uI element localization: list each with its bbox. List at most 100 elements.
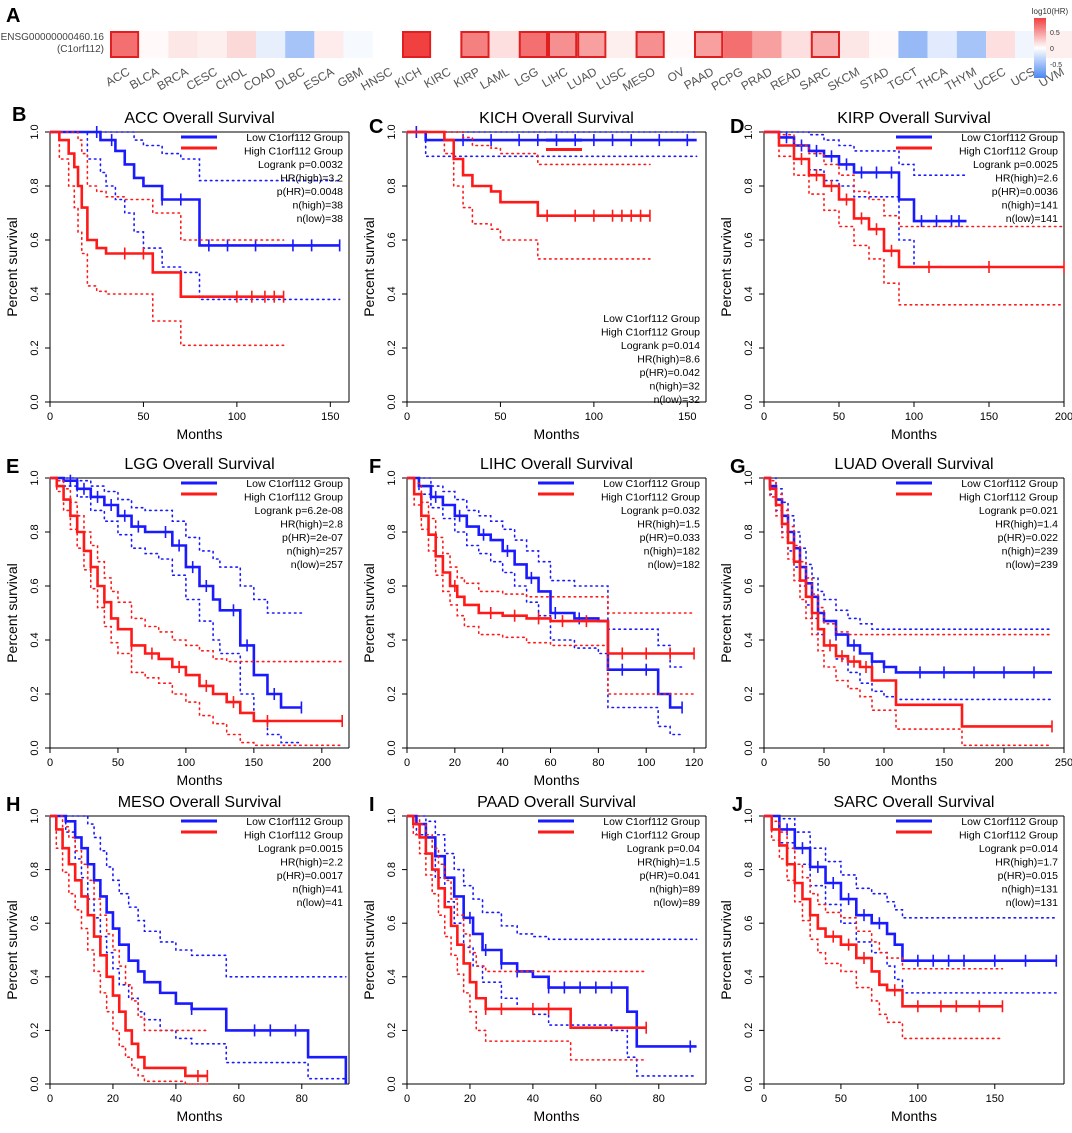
x-tick-label: 0: [47, 757, 53, 769]
x-axis-label: Months: [177, 1108, 223, 1124]
heatmap-cell-thca: [927, 31, 957, 58]
heatmap-cell-ucec: [986, 31, 1016, 58]
km-panel-kich: KICH Overall Survival 0 50 100 150 0.0 0.2 0.4 0…: [357, 106, 714, 446]
stat-line: Logrank p=0.0015: [258, 843, 343, 855]
panel-letter-c: C: [369, 116, 384, 138]
stat-line: n(low)=141: [1006, 213, 1058, 225]
plot-title: LUAD Overall Survival: [834, 456, 993, 473]
stat-line: p(HR)=0.015: [998, 870, 1059, 882]
plot-title: ACC Overall Survival: [124, 110, 274, 127]
high-group-survival-curve: [764, 814, 1003, 1008]
heatmap-legend-tick-high: 0.5: [1050, 30, 1060, 37]
legend-high-label: High C1orf112 Group: [601, 492, 700, 504]
km-plot-lgg: LGG Overall Survival 0 50 100 150 200 0.0 0.2 0.…: [4, 456, 350, 788]
low-group-ci-lower: [406, 815, 698, 1077]
high-group-survival-curve: [764, 130, 1064, 269]
stat-line: n(high)=239: [1002, 546, 1058, 558]
heatmap-label-paad: PAAD: [682, 64, 717, 92]
legend-low-label: Low C1orf112 Group: [961, 132, 1058, 144]
x-tick-label: 60: [544, 757, 556, 769]
x-tick-label: 80: [296, 1093, 308, 1105]
legend-low-label: Low C1orf112 Group: [603, 478, 700, 490]
heatmap-significant-box-kich: [402, 31, 432, 58]
x-tick-label: 150: [986, 1093, 1004, 1105]
legend-low-label: Low C1orf112 Group: [961, 478, 1058, 490]
x-tick-label: 0: [404, 757, 410, 769]
heatmap-label-esca: ESCA: [301, 64, 336, 92]
heatmap-significant-box-luad: [577, 31, 607, 58]
stat-line: Logrank p=0.032: [621, 505, 700, 517]
y-tick-label: 0.2: [29, 686, 41, 701]
x-tick-label: 150: [321, 411, 339, 423]
y-tick-label: 0.4: [743, 632, 755, 647]
y-tick-label: 0.2: [29, 1023, 41, 1038]
high-group-ci-lower: [49, 815, 209, 1085]
x-axis-label: Months: [534, 426, 580, 442]
heatmap-cell-kirp: [460, 31, 490, 58]
y-tick-label: 0.4: [386, 286, 398, 301]
y-tick-label: 0.4: [386, 969, 398, 984]
km-panel-sarc: SARC Overall Survival 0 50 100 150 0.0 0.2 0.4 0…: [714, 790, 1072, 1128]
low-group-ci-upper: [49, 815, 347, 978]
high-group-ci-lower: [763, 477, 1053, 747]
y-axis-label: Percent survival: [718, 563, 734, 663]
high-group-ci-lower: [406, 815, 647, 1061]
high-group-survival-curve: [407, 814, 647, 1030]
km-plot-lihc: LIHC Overall Survival 0 20 40 60 80 100 120 0.0 0…: [361, 456, 707, 788]
legend-high-label: High C1orf112 Group: [244, 830, 343, 842]
low-group-ci-upper: [406, 477, 683, 668]
high-group-survival-curve: [50, 814, 208, 1078]
y-axis-label: Percent survival: [361, 563, 377, 663]
y-axis-label: Percent survival: [361, 900, 377, 1000]
x-tick-label: 150: [935, 757, 953, 769]
high-group-survival-curve: [50, 476, 343, 723]
x-tick-label: 100: [228, 411, 246, 423]
stat-line: HR(high)=1.5: [637, 519, 700, 531]
km-panel-paad: PAAD Overall Survival 0 20 40 60 80 0.0 0.2 0.4 0…: [357, 790, 714, 1128]
heatmap-label-pcpg: PCPG: [709, 64, 745, 93]
y-tick-label: 0.2: [386, 340, 398, 355]
stat-line: n(high)=32: [650, 381, 701, 393]
heatmap-significant-box-paad: [694, 31, 724, 58]
panel-letter-b: B: [12, 104, 27, 126]
heatmap-label-read: READ: [768, 64, 804, 93]
stat-line: Logrank p=0.0025: [973, 159, 1058, 171]
stat-line: n(high)=141: [1002, 200, 1058, 212]
heatmap-label-kirc: KIRC: [421, 64, 453, 91]
plot-title: LGG Overall Survival: [124, 456, 274, 473]
low-group-ci-lower: [49, 815, 347, 1085]
high-group-ci-lower: [763, 815, 1004, 1040]
y-tick-label: 0.8: [29, 178, 41, 193]
km-plot-kirp: KIRP Overall Survival 0 50 100 150 200 0.0 0.2 0…: [718, 110, 1072, 442]
high-group-ci-upper: [763, 131, 1065, 228]
x-tick-label: 40: [170, 1093, 182, 1105]
y-tick-label: 0.2: [743, 340, 755, 355]
heatmap-cell-lihc: [548, 31, 578, 58]
y-tick-label: 0.2: [386, 686, 398, 701]
x-tick-label: 80: [592, 757, 604, 769]
y-tick-label: 0.6: [29, 916, 41, 931]
heatmap-cell-stad: [869, 31, 899, 58]
stat-line: n(low)=182: [648, 559, 700, 571]
high-group-ci-upper: [763, 477, 1053, 636]
y-tick-label: 0.0: [29, 1076, 41, 1091]
high-group-survival-curve: [407, 130, 650, 217]
legend-high-label: High C1orf112 Group: [601, 830, 700, 842]
y-tick-label: 1.0: [386, 808, 398, 823]
stat-line: n(low)=239: [1006, 559, 1058, 571]
x-tick-label: 50: [112, 757, 124, 769]
y-tick-label: 0.6: [386, 578, 398, 593]
heatmap-legend-tick-low: -0.5: [1050, 62, 1062, 69]
heatmap-cell-chol: [226, 31, 256, 58]
heatmap-cell-hnsc: [372, 31, 402, 58]
km-plot-acc: ACC Overall Survival 0 50 100 150 0.0 0.2 0.4 0.…: [4, 110, 350, 442]
heatmap-legend-title: log10(HR): [1032, 7, 1069, 16]
low-group-ci-lower: [406, 131, 698, 158]
km-panel-meso: MESO Overall Survival 0 20 40 60 80 0.0 0.2 0.4 0…: [0, 790, 357, 1128]
heatmap-cell-esca: [314, 31, 344, 58]
y-tick-label: 0.4: [29, 632, 41, 647]
stat-line: p(HR)=0.042: [640, 367, 701, 379]
heatmap-label-kirp: KIRP: [451, 64, 482, 90]
y-tick-label: 0.4: [743, 286, 755, 301]
stat-line: n(high)=38: [293, 200, 344, 212]
